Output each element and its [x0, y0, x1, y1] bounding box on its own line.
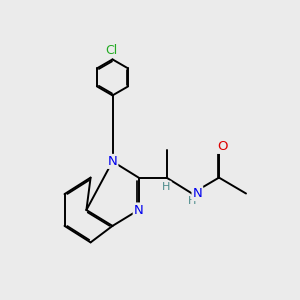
- Text: H: H: [162, 182, 171, 192]
- Text: N: N: [193, 187, 202, 200]
- Text: N: N: [108, 155, 117, 168]
- Text: H: H: [188, 196, 196, 206]
- Text: N: N: [134, 203, 143, 217]
- Text: O: O: [217, 140, 228, 153]
- Text: Cl: Cl: [105, 44, 117, 57]
